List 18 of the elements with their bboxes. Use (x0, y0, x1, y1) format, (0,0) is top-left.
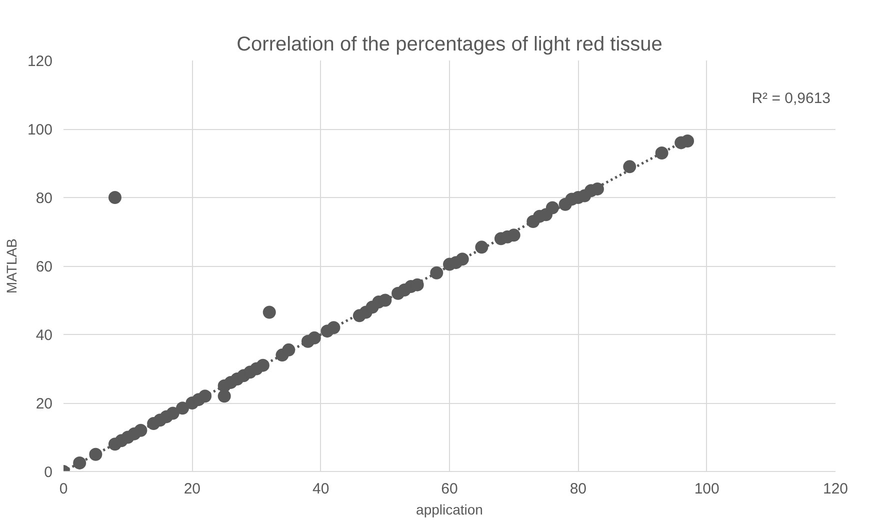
x-tick-label: 80 (570, 480, 587, 498)
x-tick-label: 40 (312, 480, 330, 498)
y-tick-label: 0 (44, 464, 52, 481)
y-tick-label: 120 (27, 53, 53, 70)
annotation: R² = 0,9613 (752, 90, 831, 107)
x-tick-label: 20 (184, 480, 201, 498)
y-tick-label: 80 (36, 190, 53, 207)
x-tick-label: 0 (59, 480, 68, 498)
x-tick-label: 120 (822, 480, 848, 498)
x-tick-label: 60 (441, 480, 458, 498)
x-tick-label: 100 (694, 480, 720, 498)
y-axis-title: MATLAB (3, 238, 20, 294)
y-tick-label: 60 (36, 258, 53, 276)
chart-title: Correlation of the percentages of light red tissue (236, 34, 662, 56)
y-tick-label: 40 (36, 327, 53, 344)
x-axis-title: application (416, 502, 483, 518)
y-tick-label: 20 (36, 396, 53, 412)
y-tick-label: 100 (27, 122, 53, 138)
